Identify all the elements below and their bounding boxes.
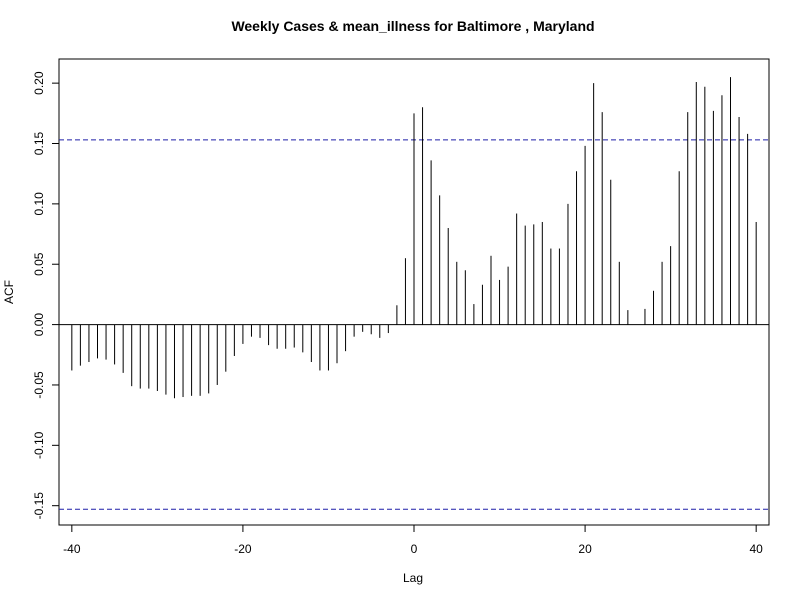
x-tick-label: -40 bbox=[63, 542, 81, 556]
x-tick-label: 20 bbox=[578, 542, 592, 556]
chart-title: Weekly Cases & mean_illness for Baltimor… bbox=[231, 18, 594, 34]
y-tick-label: 0.20 bbox=[32, 71, 46, 95]
x-axis: -40 -20 0 20 40 bbox=[63, 525, 763, 556]
y-tick-label: 0.15 bbox=[32, 132, 46, 156]
y-axis: -0.15 -0.10 -0.05 0.00 0.05 0.10 0.15 0.20 bbox=[32, 71, 59, 519]
x-axis-label: Lag bbox=[403, 571, 423, 585]
acf-bars bbox=[71, 77, 757, 399]
y-axis-label: ACF bbox=[2, 280, 16, 304]
x-tick-label: 40 bbox=[749, 542, 763, 556]
y-tick-label: 0.10 bbox=[32, 192, 46, 216]
y-tick-label: -0.05 bbox=[32, 371, 46, 399]
x-tick-label: 0 bbox=[411, 542, 418, 556]
y-tick-label: 0.00 bbox=[32, 313, 46, 337]
x-tick-label: -20 bbox=[234, 542, 252, 556]
y-tick-label: 0.05 bbox=[32, 252, 46, 276]
y-tick-label: -0.15 bbox=[32, 492, 46, 520]
y-tick-label: -0.10 bbox=[32, 431, 46, 459]
